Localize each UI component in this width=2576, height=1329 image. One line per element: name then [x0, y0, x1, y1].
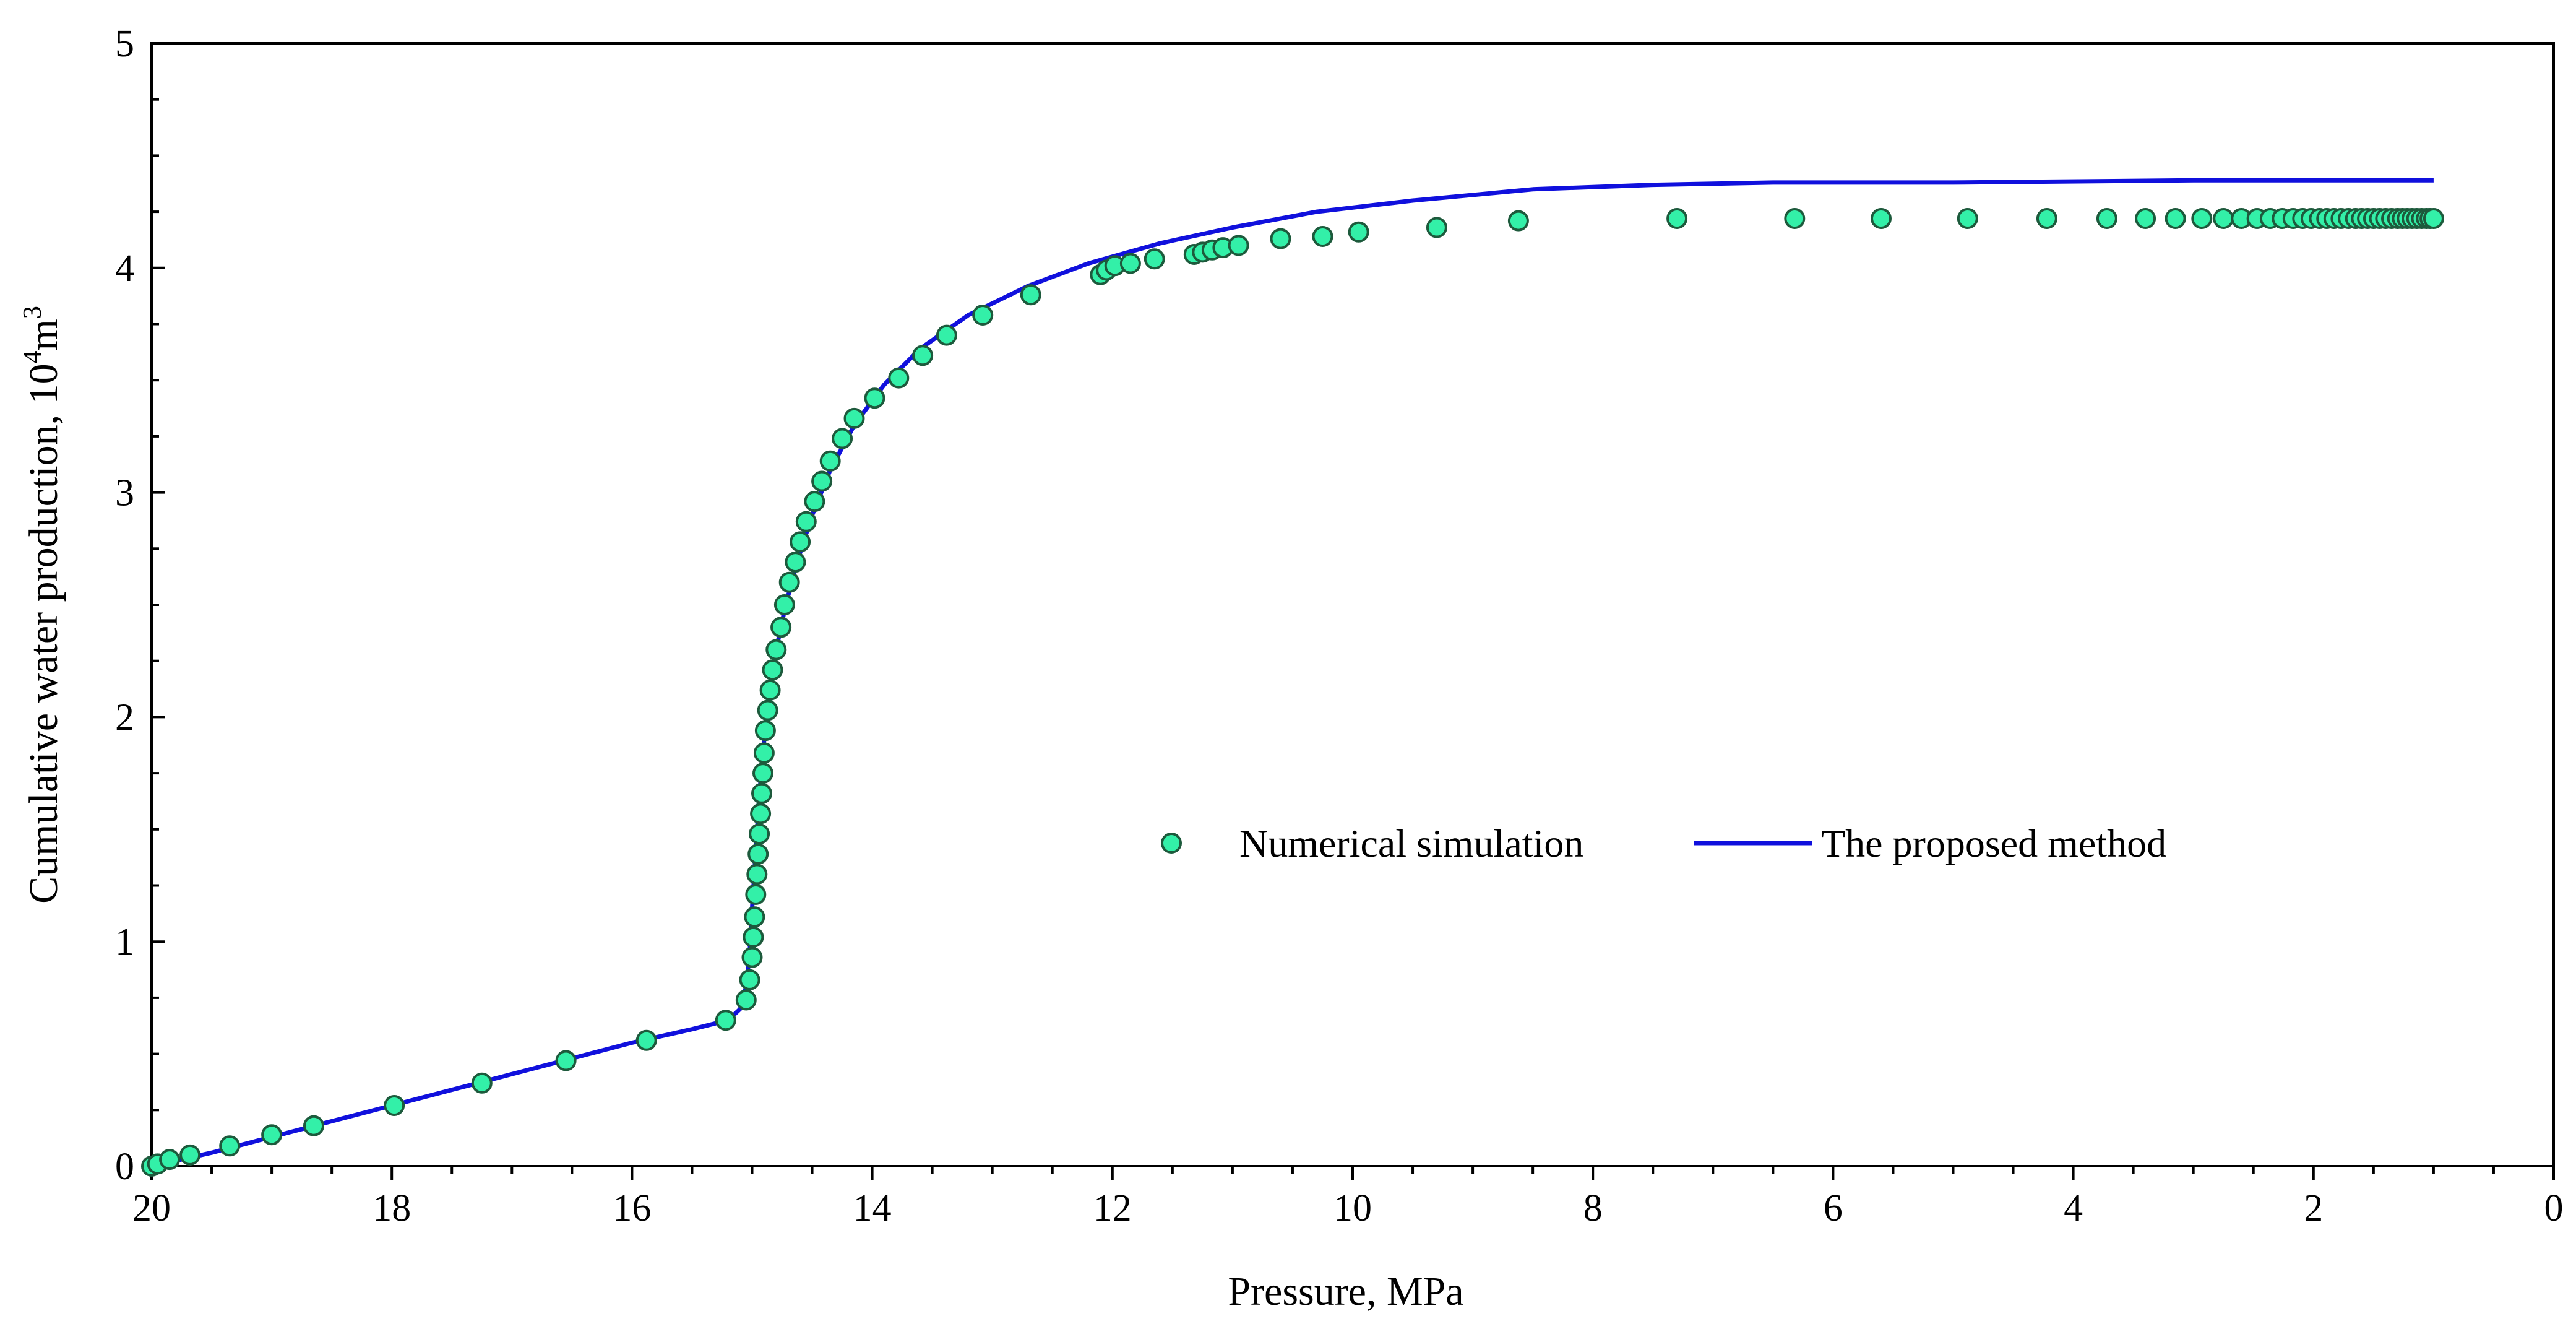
y-axis-title: Cumulative water production, 104m3	[19, 306, 66, 904]
data-point-numerical-simulation	[795, 511, 817, 532]
data-point-numerical-simulation	[745, 884, 767, 905]
data-point-numerical-simulation	[747, 843, 769, 865]
x-tick-label: 8	[1583, 1187, 1603, 1229]
data-point-numerical-simulation	[972, 305, 994, 326]
data-point-numerical-simulation	[746, 864, 768, 885]
data-point-numerical-simulation	[1312, 226, 1333, 247]
data-point-numerical-simulation	[471, 1072, 493, 1094]
data-point-numerical-simulation	[843, 407, 865, 429]
y-tick-label: 0	[115, 1146, 134, 1188]
data-point-numerical-simulation	[765, 639, 787, 660]
data-point-numerical-simulation	[179, 1144, 201, 1166]
data-point-numerical-simulation	[2135, 208, 2156, 229]
x-tick-label: 4	[2064, 1187, 2083, 1229]
series-line-proposed-method	[151, 178, 2434, 1169]
legend-label-numerical-simulation: Numerical simulation	[1239, 821, 1583, 865]
data-point-numerical-simulation	[773, 594, 795, 615]
y-tick-label: 4	[115, 248, 134, 290]
data-point-numerical-simulation	[1119, 253, 1141, 274]
legend-label-proposed-method: The proposed method	[1821, 821, 2166, 865]
y-tick-label: 1	[115, 921, 134, 963]
data-point-numerical-simulation	[912, 345, 934, 366]
data-point-numerical-simulation	[1784, 208, 1806, 229]
data-point-numerical-simulation	[819, 450, 841, 472]
data-point-numerical-simulation	[635, 1029, 657, 1051]
x-tick-label: 2	[2304, 1187, 2323, 1229]
data-point-numerical-simulation	[757, 699, 778, 721]
data-point-numerical-simulation	[384, 1095, 405, 1116]
y-tick-label: 3	[115, 472, 134, 514]
data-point-numerical-simulation	[770, 617, 792, 638]
plot-area-frame	[150, 42, 2555, 1167]
data-point-numerical-simulation	[735, 989, 757, 1011]
data-point-numerical-simulation	[219, 1135, 241, 1157]
data-point-numerical-simulation	[811, 470, 833, 492]
x-tick-label: 14	[853, 1187, 892, 1229]
data-point-numerical-simulation	[749, 823, 770, 845]
data-point-numerical-simulation	[1144, 248, 1165, 270]
x-tick-label: 16	[613, 1187, 651, 1229]
data-point-numerical-simulation	[1020, 284, 1041, 306]
data-point-numerical-simulation	[753, 742, 775, 764]
x-tick-label: 6	[1824, 1187, 1843, 1229]
data-point-numerical-simulation	[1348, 221, 1369, 243]
data-point-numerical-simulation	[2165, 208, 2186, 229]
data-point-numerical-simulation	[1426, 217, 1447, 238]
data-point-numerical-simulation	[750, 803, 772, 825]
data-point-numerical-simulation	[739, 969, 760, 990]
data-point-numerical-simulation	[1228, 235, 1249, 256]
data-point-numerical-simulation	[743, 926, 764, 948]
data-point-numerical-simulation	[555, 1050, 577, 1071]
y-tick-label: 5	[115, 23, 134, 65]
x-tick-label: 18	[373, 1187, 411, 1229]
data-point-numerical-simulation	[936, 324, 957, 346]
data-point-numerical-simulation	[1507, 210, 1529, 232]
data-point-numerical-simulation	[790, 531, 811, 553]
data-point-numerical-simulation	[715, 1010, 736, 1031]
data-point-numerical-simulation	[888, 367, 910, 389]
legend-marker-numerical-simulation	[1161, 833, 1182, 854]
x-axis-title: Pressure, MPa	[1228, 1269, 1463, 1314]
data-point-numerical-simulation	[864, 387, 885, 409]
data-point-numerical-simulation	[2096, 208, 2117, 229]
data-point-numerical-simulation	[1666, 208, 1688, 229]
data-point-numerical-simulation	[261, 1124, 283, 1146]
x-tick-label: 20	[132, 1187, 171, 1229]
data-point-numerical-simulation	[804, 491, 825, 513]
data-point-numerical-simulation	[762, 659, 783, 681]
x-tick-label: 12	[1093, 1187, 1132, 1229]
data-point-numerical-simulation	[303, 1115, 324, 1136]
data-point-numerical-simulation	[754, 720, 776, 742]
y-tick-label: 2	[115, 696, 134, 738]
data-point-numerical-simulation	[778, 571, 800, 593]
legend: Numerical simulation The proposed method	[1161, 821, 2166, 865]
data-point-numerical-simulation	[1957, 208, 1978, 229]
data-point-numerical-simulation	[2036, 208, 2057, 229]
data-point-numerical-simulation	[785, 552, 806, 573]
data-point-numerical-simulation	[759, 679, 781, 701]
data-point-numerical-simulation	[2191, 208, 2213, 229]
series-layer	[141, 178, 2444, 1177]
data-point-numerical-simulation	[1871, 208, 1892, 229]
data-point-numerical-simulation	[1270, 228, 1291, 249]
data-point-numerical-simulation	[2213, 208, 2234, 229]
data-point-numerical-simulation	[832, 428, 853, 449]
y-axis-ticks: 0 1 2 3 4 5	[115, 23, 165, 1188]
x-tick-label: 0	[2544, 1187, 2564, 1229]
x-axis-ticks: 20 18 16 14 12 10 8 6 4 2 0	[132, 1166, 2564, 1229]
data-point-numerical-simulation	[159, 1149, 181, 1171]
data-point-numerical-simulation	[751, 782, 772, 804]
data-point-numerical-simulation	[744, 906, 765, 928]
x-tick-label: 10	[1333, 1187, 1372, 1229]
data-point-numerical-simulation	[741, 946, 763, 968]
data-point-numerical-simulation	[752, 763, 773, 784]
data-point-numerical-simulation	[2423, 208, 2444, 229]
